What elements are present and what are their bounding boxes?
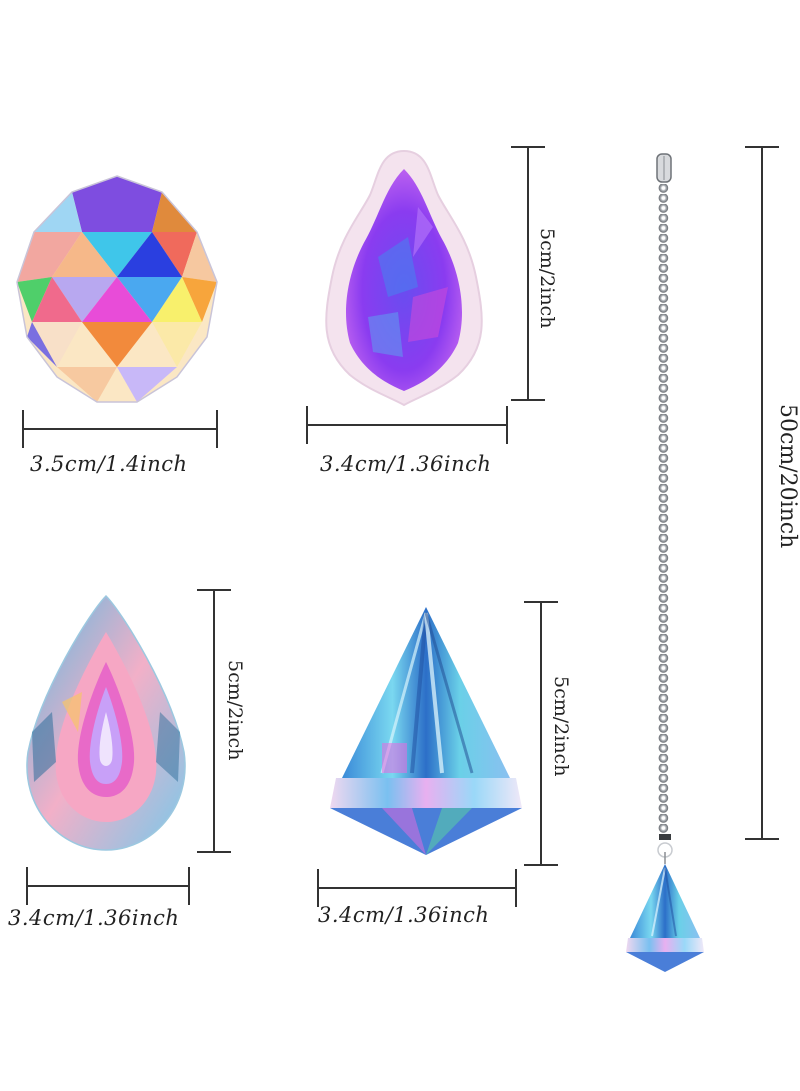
chain-length-dimension-line [745,146,779,840]
leaf-width-label: 3.4cm/1.36inch [320,452,492,476]
teardrop-height-dimension-line [197,589,231,853]
cone-height-label: 5cm/2inch [550,676,572,777]
crystal-ball-image [12,172,222,407]
chain-length-label: 50cm/20inch [775,404,800,549]
cone-height-dimension-line [524,601,558,866]
leaf-width-dimension-line [306,406,508,444]
cone-width-dimension-line [317,869,517,907]
ball-width-label: 3.5cm/1.4inch [30,452,188,476]
chain-clasp-icon [655,152,673,184]
ball-width-dimension-line [22,410,218,448]
teardrop-width-label: 3.4cm/1.36inch [8,906,180,930]
leaf-height-label: 5cm/2inch [536,228,558,329]
teardrop-height-label: 5cm/2inch [224,660,246,761]
leaf-height-dimension-line [511,146,545,401]
cone-width-label: 3.4cm/1.36inch [318,903,490,927]
teardrop-width-dimension-line [26,867,190,905]
bead-chain [658,184,670,834]
cone-crystal-image [322,603,530,859]
cone-pendant-image [624,862,706,974]
teardrop-crystal-image [22,592,190,854]
pendant-hook [655,834,675,864]
maple-leaf-crystal-image [318,147,490,409]
